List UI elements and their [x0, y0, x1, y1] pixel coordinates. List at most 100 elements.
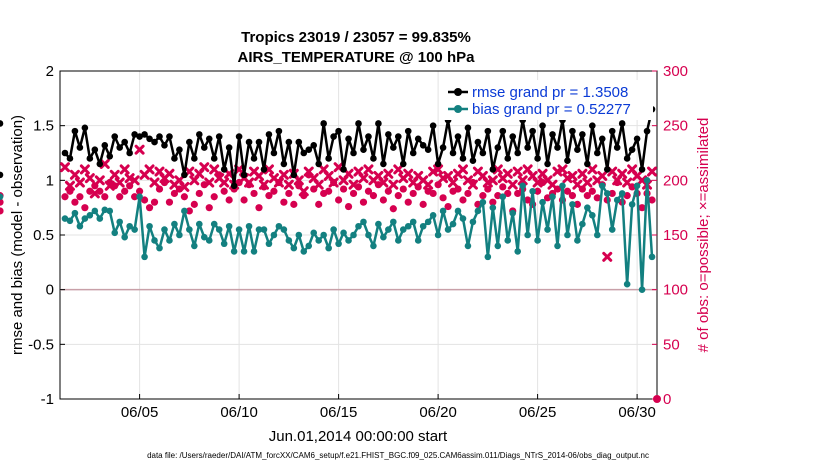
rmse-point — [439, 144, 447, 151]
y-axis-label-left: rmse and bias (model - observation) — [9, 115, 26, 355]
rmse-point — [643, 127, 651, 135]
bias-point — [146, 222, 153, 230]
rmse-point — [385, 131, 392, 138]
rmse-point — [116, 144, 123, 151]
obs-assimilated-point — [388, 179, 399, 190]
bias-point — [534, 237, 541, 244]
rmse-point — [365, 133, 372, 140]
obs-assimilated-point — [204, 177, 215, 188]
obs-possible-point — [170, 189, 179, 198]
rmse-point — [340, 166, 347, 173]
rmse-point — [240, 171, 248, 179]
bias-point — [584, 204, 591, 211]
obs-assimilated-point — [109, 169, 120, 180]
obs-assimilated-point — [273, 177, 284, 188]
bias-point — [106, 207, 114, 215]
rmse-point — [424, 146, 432, 154]
bias-point — [529, 187, 536, 195]
bias-point — [390, 218, 397, 226]
rmse-point — [618, 120, 626, 127]
obs-assimilated-point — [433, 164, 444, 175]
obs-possible-point — [255, 204, 263, 212]
bias-point — [315, 237, 323, 244]
bias-point — [215, 226, 223, 233]
rmse-point — [230, 182, 238, 190]
rmse-point — [146, 135, 153, 143]
rmse-point — [166, 133, 173, 140]
obs-possible-point — [429, 189, 437, 198]
obs-assimilated-point — [597, 170, 608, 181]
rmse-point — [469, 157, 477, 164]
obs-assimilated-point — [84, 173, 95, 184]
obs-assimilated-point — [403, 168, 414, 179]
obs-possible-point — [404, 198, 412, 206]
legend-bias-label: bias grand pr = 0.52277 — [472, 101, 631, 118]
rmse-point — [320, 120, 327, 127]
obs-possible-point — [504, 189, 512, 198]
rmse-point — [191, 155, 198, 162]
obs-possible-point — [409, 189, 417, 198]
bias-point — [131, 226, 138, 233]
rmse-point — [623, 155, 631, 162]
obs-possible-point — [150, 198, 159, 206]
rmse-point — [390, 144, 397, 151]
obs-possible-point — [484, 185, 492, 193]
bias-point — [399, 226, 407, 233]
x-tick-label: 06/10 — [220, 404, 258, 421]
bias-point — [235, 226, 243, 233]
rmse-point — [529, 127, 536, 135]
bias-point — [375, 220, 382, 228]
obs-assimilated-point — [94, 175, 105, 186]
rmse-point — [205, 135, 213, 143]
bias-point — [603, 190, 611, 197]
bias-point — [121, 233, 128, 241]
rmse-point — [66, 155, 74, 162]
bias-point — [265, 240, 273, 248]
rmse-point — [101, 142, 109, 149]
y-tick-label-right: 250 — [663, 118, 688, 135]
obs-assimilated-point — [283, 179, 294, 190]
bias-point — [230, 248, 238, 255]
rmse-point — [215, 133, 223, 140]
bias-point — [385, 226, 392, 233]
bias-point — [111, 229, 119, 237]
bias-point — [260, 226, 268, 233]
rmse-point — [638, 166, 646, 173]
obs-assimilated-point — [512, 166, 523, 177]
x-axis-label: Jun.01,2014 00:00:00 start — [269, 428, 448, 445]
obs-possible-point — [608, 189, 616, 198]
bias-point — [439, 207, 447, 215]
obs-assimilated-point — [144, 164, 155, 175]
rmse-point — [86, 155, 94, 162]
bias-point — [61, 215, 69, 222]
rmse-point — [534, 155, 541, 162]
obs-possible-point — [280, 198, 288, 206]
obs-assimilated-point — [557, 164, 568, 175]
rmse-point — [285, 138, 293, 146]
obs-assimilated-point — [293, 175, 304, 186]
bias-point — [539, 198, 546, 206]
bias-point — [598, 182, 606, 190]
bias-point — [345, 237, 352, 244]
bias-point — [325, 244, 332, 252]
bias-point — [305, 242, 313, 250]
bias-point — [176, 231, 183, 239]
plot-marks — [0, 106, 661, 403]
obs-possible-point — [364, 187, 373, 195]
obs-assimilated-point — [647, 166, 658, 177]
obs-assimilated-point — [278, 169, 289, 180]
rmse-point — [325, 155, 332, 162]
bias-point — [200, 233, 208, 241]
rmse-point — [395, 133, 402, 140]
obs-assimilated-point — [99, 158, 110, 169]
obs-possible-point — [61, 193, 69, 201]
obs-assimilated-point — [582, 177, 593, 188]
bias-point — [623, 280, 631, 288]
bias-point — [419, 222, 427, 230]
rmse-point — [539, 122, 546, 129]
rmse-point — [200, 144, 208, 151]
legend-rmse-marker — [454, 88, 462, 96]
rmse-point — [250, 155, 258, 162]
obs-possible-point — [339, 185, 348, 193]
obs-possible-point — [563, 187, 572, 195]
